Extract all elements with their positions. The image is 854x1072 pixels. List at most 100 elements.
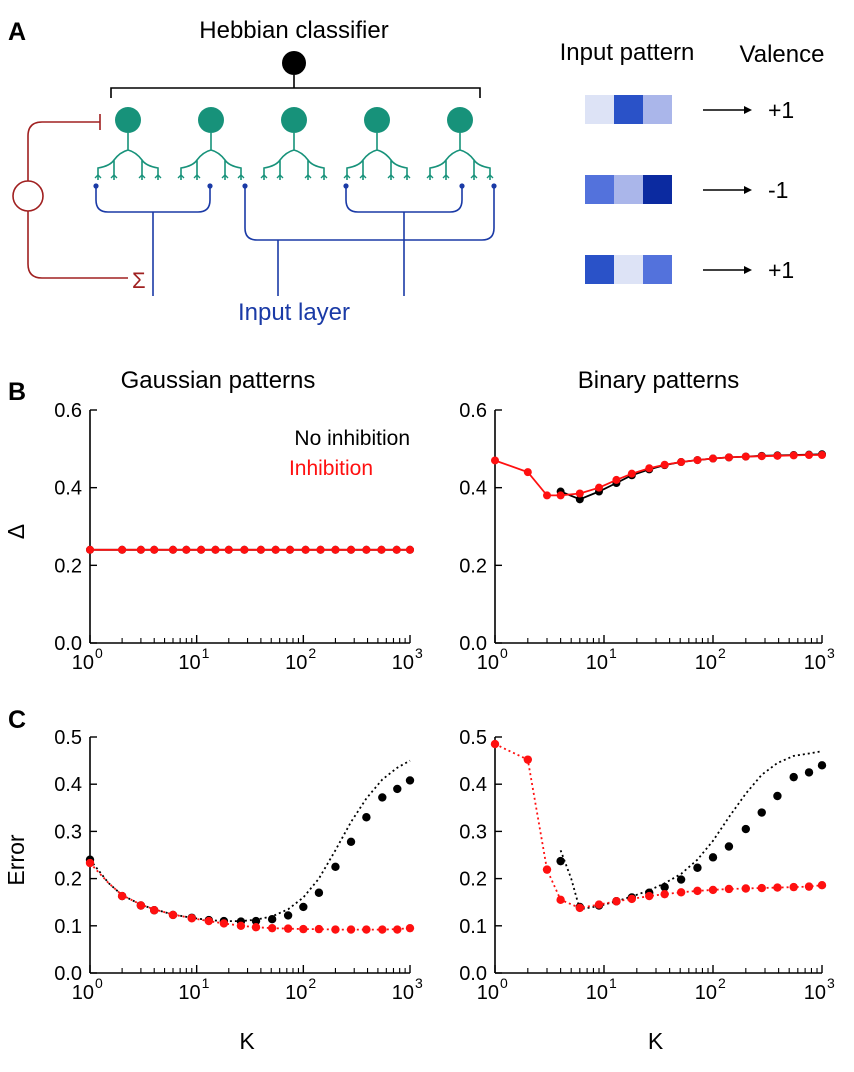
data-point bbox=[283, 911, 293, 920]
data-point bbox=[316, 545, 325, 554]
legend-inhibition: Inhibition bbox=[289, 457, 373, 480]
data-point bbox=[362, 545, 371, 554]
series bbox=[494, 743, 823, 909]
data-point bbox=[118, 545, 127, 554]
data-point bbox=[405, 776, 415, 785]
y-tick-label: 0.1 bbox=[459, 916, 487, 938]
synapse bbox=[304, 174, 312, 179]
data-point bbox=[271, 545, 280, 554]
chart-title: Binary patterns bbox=[578, 367, 739, 394]
data-point bbox=[575, 489, 584, 498]
pattern-cell bbox=[643, 95, 672, 124]
data-point bbox=[817, 761, 827, 770]
data-point bbox=[331, 862, 340, 871]
y-axis-label: Δ bbox=[3, 524, 29, 539]
synapse bbox=[387, 174, 395, 179]
synapse bbox=[470, 174, 478, 179]
data-point bbox=[378, 793, 387, 802]
data-point bbox=[804, 882, 814, 891]
neuron-soma bbox=[281, 107, 307, 133]
data-point bbox=[490, 739, 500, 749]
data-point bbox=[693, 456, 702, 465]
x-tick-label: 10 bbox=[178, 982, 200, 1004]
classifier-node bbox=[282, 51, 306, 75]
data-point bbox=[211, 545, 220, 554]
neuron-soma bbox=[115, 107, 141, 133]
data-point bbox=[236, 921, 246, 930]
y-tick-label: 0.2 bbox=[459, 555, 487, 577]
y-tick-label: 0.0 bbox=[459, 633, 487, 655]
y-tick-label: 0.6 bbox=[459, 400, 487, 422]
valence-value: +1 bbox=[768, 257, 794, 283]
x-tick-exponent: 3 bbox=[415, 645, 423, 661]
x-tick-exponent: 0 bbox=[500, 975, 508, 991]
data-point bbox=[150, 545, 159, 554]
neuron bbox=[177, 107, 245, 180]
y-tick-label: 0.4 bbox=[54, 478, 82, 500]
synapse bbox=[94, 174, 102, 179]
y-tick-label: 0.0 bbox=[54, 633, 82, 655]
data-point bbox=[789, 772, 798, 782]
panel-b-letter: B bbox=[8, 378, 26, 406]
chart-title: Gaussian patterns bbox=[121, 367, 316, 394]
neuron-soma bbox=[198, 107, 224, 133]
x-tick-exponent: 0 bbox=[500, 645, 508, 661]
classifier-bracket bbox=[110, 87, 481, 98]
y-tick-label: 0.5 bbox=[54, 727, 82, 749]
synapse bbox=[260, 174, 268, 179]
pattern-row: -1 bbox=[585, 175, 788, 204]
y-tick-label: 0.3 bbox=[459, 821, 487, 843]
synapse bbox=[320, 174, 328, 179]
pattern-cell bbox=[585, 255, 614, 284]
pattern-row: +1 bbox=[585, 95, 794, 124]
network-diagram: Input layer Σ bbox=[12, 51, 497, 326]
series bbox=[85, 776, 415, 926]
data-point bbox=[660, 882, 669, 892]
x-tick-exponent: 2 bbox=[308, 975, 316, 991]
y-tick-label: 0.4 bbox=[459, 774, 487, 796]
data-point bbox=[575, 495, 584, 504]
data-point bbox=[724, 453, 733, 462]
data-point bbox=[197, 545, 206, 554]
x-tick-label: 10 bbox=[178, 652, 200, 674]
data-point bbox=[267, 914, 277, 924]
x-tick-exponent: 2 bbox=[718, 645, 726, 661]
synapse bbox=[177, 174, 185, 179]
data-point bbox=[724, 884, 734, 894]
data-point bbox=[169, 545, 178, 554]
x-tick-label: 10 bbox=[695, 982, 717, 1004]
dendrites bbox=[263, 133, 325, 180]
neuron-soma bbox=[364, 107, 390, 133]
series bbox=[86, 545, 414, 554]
y-tick-label: 0.2 bbox=[54, 869, 82, 891]
data-point bbox=[773, 451, 782, 460]
data-point bbox=[346, 925, 356, 934]
data-point bbox=[677, 458, 686, 467]
y-tick-label: 0.4 bbox=[54, 774, 82, 796]
series bbox=[556, 450, 826, 504]
data-point bbox=[627, 894, 637, 904]
pattern-cell bbox=[643, 255, 672, 284]
arrow-head bbox=[744, 266, 752, 274]
chart-c-binary: 0.00.10.20.30.40.510 0 10 1 10 2 10 3K bbox=[459, 727, 835, 1054]
inhibition-loop bbox=[12, 114, 128, 279]
theory-line bbox=[89, 862, 411, 931]
neuron bbox=[343, 107, 411, 180]
data-point bbox=[709, 454, 717, 463]
data-point bbox=[523, 468, 532, 477]
synapse bbox=[110, 174, 118, 179]
data-point bbox=[256, 545, 265, 554]
data-point bbox=[286, 545, 295, 554]
data-point bbox=[676, 888, 686, 897]
x-tick-label: 10 bbox=[285, 652, 307, 674]
synapse bbox=[138, 174, 146, 179]
data-point bbox=[224, 545, 233, 554]
data-point bbox=[299, 902, 308, 912]
valence-header: Valence bbox=[740, 41, 825, 68]
input-layer-label: Input layer bbox=[238, 299, 350, 326]
pattern-cell bbox=[643, 175, 672, 204]
synapse bbox=[486, 174, 494, 179]
